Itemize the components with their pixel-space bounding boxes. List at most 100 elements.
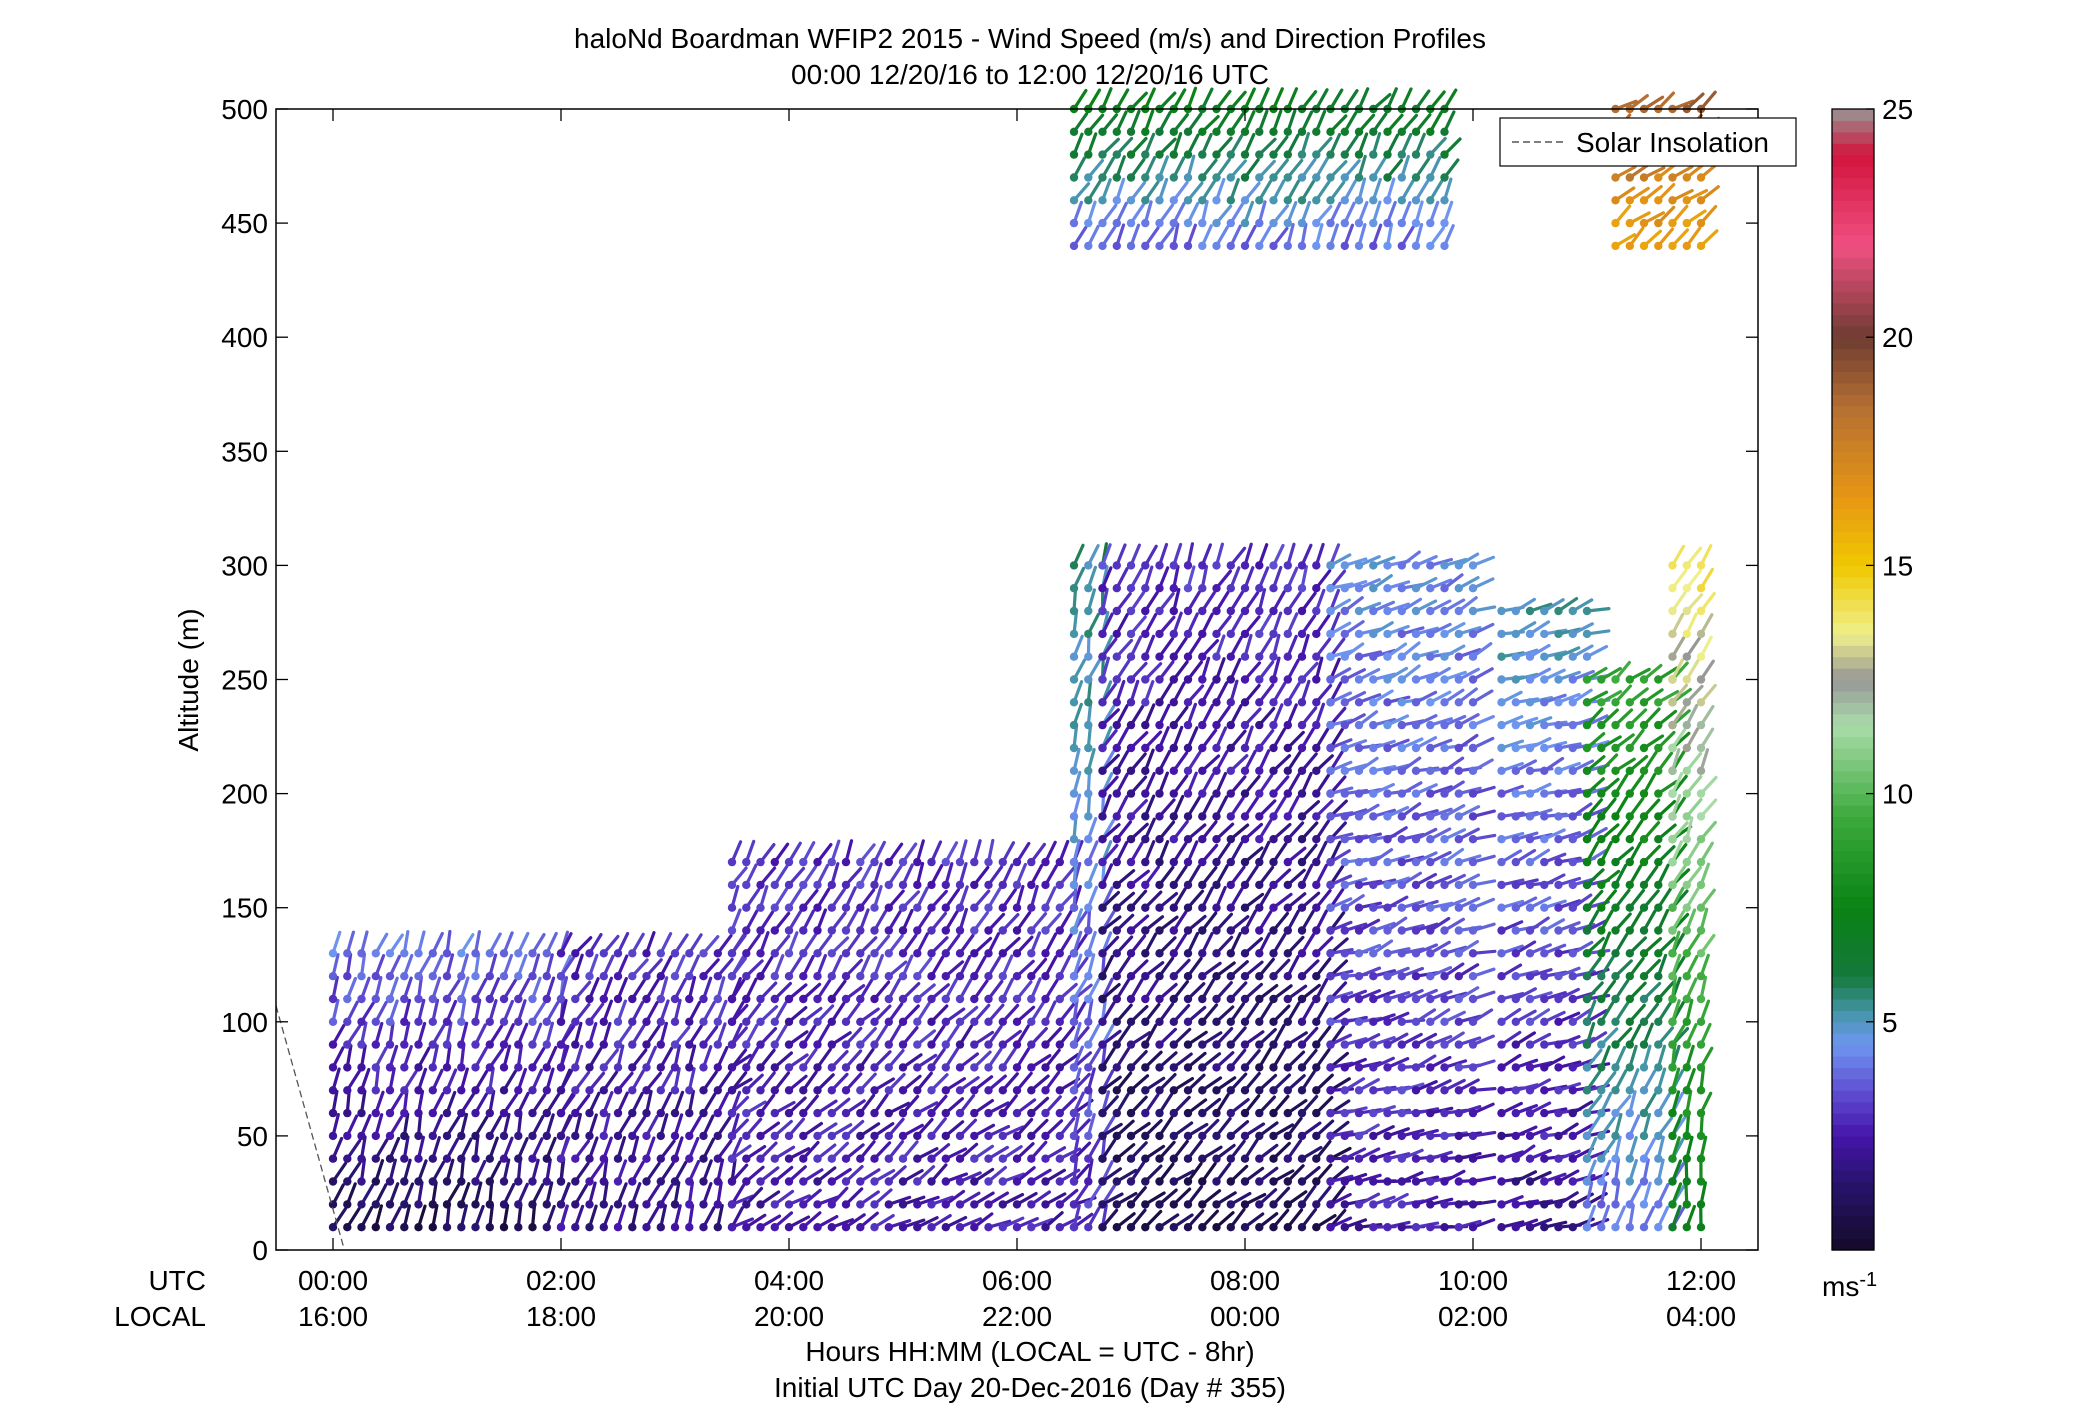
wind-barb-head [1240, 789, 1250, 798]
wind-barb-head [1411, 196, 1421, 205]
wind-barb-head [970, 1086, 979, 1095]
wind-barb-head [1354, 1017, 1364, 1026]
wind-barb-head [1297, 926, 1307, 935]
wind-barb-head [1668, 949, 1677, 958]
wind-barb-head [1582, 766, 1592, 775]
wind-barb-head [1682, 241, 1692, 251]
wind-barb-head [1297, 675, 1307, 684]
wind-barb-head [1226, 561, 1236, 570]
wind-barb-head [1098, 1063, 1107, 1072]
wind-barb-head [1212, 789, 1221, 798]
wind-barb-head [1497, 789, 1506, 798]
wind-barb-head [784, 1108, 794, 1118]
wind-barb-head [1611, 675, 1620, 684]
wind-barb-head [927, 903, 936, 912]
wind-barb-head [1084, 1040, 1093, 1049]
wind-barb-head [1540, 949, 1549, 958]
wind-barb-head [1597, 994, 1606, 1004]
wind-barb-head [927, 1154, 936, 1163]
wind-barb-head [1426, 949, 1435, 958]
wind-barb-head [927, 1131, 936, 1141]
wind-barb-head [514, 1131, 523, 1141]
wind-barb-head [1169, 903, 1179, 912]
wind-barb-head [941, 1131, 950, 1141]
wind-barb-head [742, 1017, 751, 1026]
wind-barb-head [1226, 675, 1236, 684]
wind-barb-head [1269, 127, 1278, 136]
wind-barb-head [1354, 629, 1364, 639]
wind-barb-head [1326, 1086, 1335, 1095]
wind-barb-head [1540, 1200, 1549, 1209]
wind-barb-head [742, 972, 751, 981]
wind-barb-head [970, 880, 979, 890]
wind-barb-head [1426, 1223, 1435, 1232]
wind-barb-head [1112, 972, 1122, 981]
wind-barb-head [1126, 173, 1136, 182]
wind-barb-head [599, 1063, 608, 1072]
wind-barb-head [1682, 1154, 1692, 1163]
wind-barb-head [1426, 743, 1435, 753]
wind-barb-head [628, 1040, 637, 1049]
wind-barb-head [1326, 789, 1335, 798]
wind-barb-head [1682, 218, 1692, 228]
wind-barb-head [870, 1040, 879, 1049]
wind-barb-head [1098, 1108, 1107, 1118]
wind-barb-head [1027, 994, 1036, 1004]
wind-barb-head [1240, 994, 1250, 1004]
wind-barb-head [1597, 789, 1606, 798]
wind-barb-head [1212, 1108, 1221, 1118]
wind-barb-head [642, 1040, 651, 1049]
wind-barb-head [1426, 1131, 1435, 1141]
wind-barb-head [1639, 1154, 1649, 1163]
wind-barb-head [1312, 1154, 1321, 1163]
wind-barb-head [1440, 218, 1449, 228]
wind-barb-head [827, 880, 836, 890]
wind-barb-head [1255, 218, 1264, 228]
wind-barb-head [1155, 675, 1164, 684]
wind-barb-head [1069, 1131, 1079, 1141]
wind-barb-head [884, 1063, 893, 1072]
wind-barb-head [642, 1177, 651, 1186]
wind-barb-head [1497, 949, 1506, 958]
wind-barb-head [1397, 698, 1407, 707]
wind-barb-head [1198, 1223, 1207, 1232]
wind-barb-head [1027, 1200, 1036, 1209]
wind-barb-head [485, 1131, 494, 1141]
wind-barb-head [742, 1177, 751, 1186]
wind-barb-head [1696, 812, 1706, 821]
wind-barb-head [1354, 835, 1364, 844]
wind-barb-head [1611, 1177, 1620, 1186]
wind-barb-head [1312, 880, 1321, 890]
wind-barb-head [442, 1223, 452, 1232]
wind-barb-head [1582, 972, 1592, 981]
wind-barb-head [1468, 1200, 1478, 1209]
wind-barb-head [1554, 606, 1563, 616]
wind-barb-head [1597, 1177, 1606, 1186]
wind-barb-head [1696, 1063, 1706, 1072]
wind-barb-head [1155, 629, 1164, 639]
x-tick-label-local: 18:00 [526, 1301, 596, 1332]
wind-barb-head [457, 972, 466, 981]
wind-barb-head [727, 1040, 737, 1049]
wind-barb-head [756, 1017, 765, 1026]
wind-barb-head [1027, 1063, 1036, 1072]
wind-barb-head [1183, 675, 1193, 684]
wind-barb-head [1069, 606, 1079, 616]
wind-barb-head [1696, 857, 1706, 867]
wind-barb-head [1169, 652, 1179, 661]
wind-barb-head [499, 1177, 509, 1186]
wind-barb-head [1440, 150, 1449, 159]
wind-barb-head [1568, 1040, 1578, 1049]
wind-barb-head [1383, 629, 1392, 639]
wind-barb-head [1055, 926, 1065, 935]
wind-barb-head [1084, 1200, 1093, 1209]
wind-barb-head [1269, 743, 1278, 753]
wind-barb-head [1397, 789, 1407, 798]
wind-barb-head [841, 1017, 851, 1026]
wind-barb-head [727, 1017, 737, 1026]
wind-barb-head [485, 994, 494, 1004]
wind-barb-head [1454, 629, 1464, 639]
wind-barb-head [1269, 1200, 1278, 1209]
wind-barb-head [1312, 994, 1321, 1004]
wind-barb-head [841, 1063, 851, 1072]
